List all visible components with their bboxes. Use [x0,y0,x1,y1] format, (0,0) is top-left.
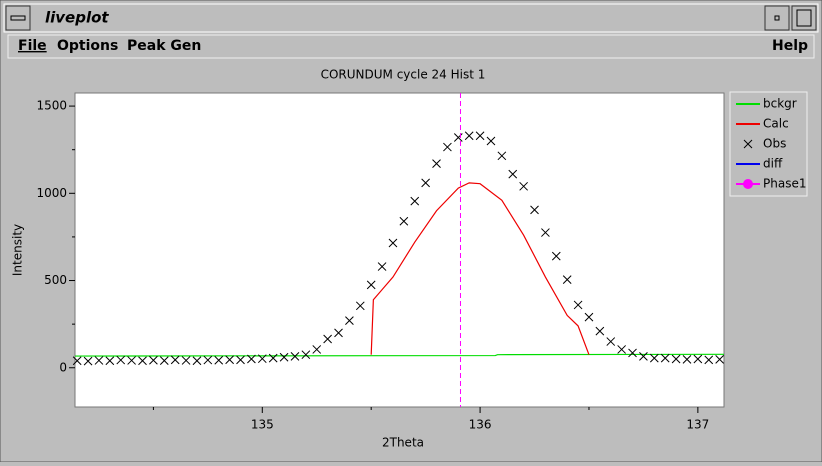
obs-point [323,334,332,344]
menu-peak-gen[interactable]: Peak Gen [127,38,201,54]
obs-point [334,328,343,338]
obs-point [693,354,703,364]
menu-file[interactable]: File [18,38,47,54]
obs-point [432,159,441,169]
menu-bar [7,34,815,59]
legend-label: Obs [763,137,786,151]
window-menu-icon [10,15,26,21]
obs-point [312,345,322,354]
y-tick-label: 1000 [36,186,67,200]
obs-point [247,354,256,364]
obs-point [639,352,648,361]
menu-options[interactable]: Options [57,38,118,54]
obs-point [192,356,202,366]
obs-point [279,352,289,362]
obs-point [508,169,518,179]
obs-point [214,355,224,365]
legend [729,91,808,197]
obs-point [290,352,300,361]
obs-point [203,355,213,365]
obs-point [660,353,670,363]
x-axis-label: 2Theta [382,436,424,450]
obs-point [399,216,409,226]
title-bar [3,3,819,33]
obs-point [541,228,550,237]
y-tick-label: 0 [59,360,67,374]
obs-point [83,356,93,366]
obs-point [257,354,267,364]
obs-point [170,355,180,365]
obs-point [704,355,714,365]
obs-point [573,300,583,310]
y-tick-label: 1500 [36,99,67,113]
obs-point [105,356,115,366]
obs-point [443,142,452,152]
y-tick-label: 500 [44,273,67,287]
x-tick-label: 136 [469,418,492,432]
legend-label: Phase1 [763,177,806,191]
obs-point [355,301,365,311]
maximize-icon [796,9,812,27]
obs-point [551,251,561,261]
obs-point [606,337,616,346]
obs-point [682,355,692,364]
legend-label: Calc [763,117,789,131]
obs-point [345,316,354,326]
obs-point [595,326,605,336]
x-tick-label: 137 [686,418,709,432]
legend-label: diff [763,157,783,171]
obs-point [486,136,496,146]
obs-point [72,356,82,366]
obs-point [116,355,126,365]
obs-point [421,178,430,188]
minimize-button[interactable] [764,5,790,31]
obs-point [584,312,594,322]
legend-marker [743,179,753,189]
chart-title: CORUNDUM cycle 24 Hist 1 [321,68,486,82]
window-title: liveplot [45,9,109,27]
obs-point [388,238,398,248]
y-axis-label: Intensity [11,224,25,276]
obs-point [366,280,376,290]
minimize-icon [774,15,780,21]
obs-point [159,356,169,365]
obs-point [236,355,245,365]
obs-point [138,356,147,366]
menu-help[interactable]: Help [772,38,808,54]
obs-point [628,348,637,358]
obs-point [301,350,311,360]
obs-point [475,131,485,141]
legend-label: bckgr [763,97,797,111]
obs-point [519,181,528,191]
series-line [370,182,590,355]
obs-point [410,196,420,206]
legend-marker [743,139,753,149]
obs-point [268,353,278,363]
x-tick-label: 135 [251,418,274,432]
obs-point [377,262,387,271]
obs-point [715,355,724,364]
obs-point [562,275,572,285]
obs-point [617,345,626,354]
obs-point [225,355,234,365]
obs-point [530,205,539,215]
obs-point [94,356,104,365]
plot-area [74,92,725,408]
obs-point [671,354,681,364]
obs-point [497,151,507,161]
obs-point [149,355,158,365]
window-menu-button[interactable] [5,5,31,31]
obs-point [464,131,474,141]
obs-point [649,353,659,363]
obs-point [181,356,191,365]
obs-point [127,356,136,365]
